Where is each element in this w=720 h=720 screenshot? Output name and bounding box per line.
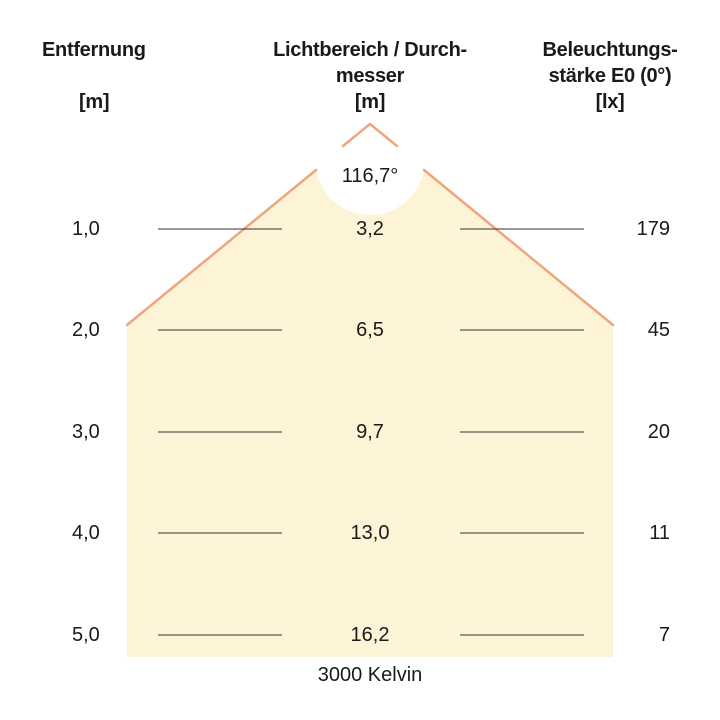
lux-value-2: 45 (647, 319, 670, 341)
cone-edge-top-right (368, 122, 399, 148)
diameter-value-1: 3,2 (356, 218, 384, 240)
distance-header-title: Entfernung (42, 39, 146, 61)
lux-value-3: 20 (647, 421, 670, 443)
illuminance-header-unit: [lx] (595, 91, 625, 113)
distance-value-3: 3,0 (72, 421, 100, 443)
cone-edge-left (125, 168, 318, 327)
distance-rules (158, 228, 584, 636)
diameter-value-2: 6,5 (356, 319, 384, 341)
lux-value-5: 7 (658, 624, 670, 646)
angle-label-background (315, 105, 425, 215)
diameter-header-title-line2: messer (335, 65, 405, 87)
diameter-value-3: 9,7 (356, 421, 384, 443)
illuminance-header-title-line2: stärke E0 (0°) (548, 65, 672, 87)
distance-value-2: 2,0 (72, 319, 100, 341)
distance-value-1: 1,0 (72, 218, 100, 240)
lux-value-1: 179 (636, 218, 670, 240)
distance-header: Entfernung [m] (42, 37, 146, 115)
distance-value-5: 5,0 (72, 624, 100, 646)
distance-value-4: 4,0 (72, 522, 100, 544)
distance-header-unit: [m] (79, 91, 110, 113)
diameter-header-unit: [m] (354, 91, 386, 113)
cone-fill (127, 125, 613, 657)
beam-angle-label: 116,7° (341, 165, 399, 187)
diameter-header: Lichtbereich / Durch- messer [m] (250, 37, 490, 115)
diameter-header-title-line1: Lichtbereich / Durch- (273, 39, 467, 61)
cone-edge-right (422, 168, 615, 327)
illuminance-header-title-line1: Beleuchtungs- (542, 39, 678, 61)
illuminance-header: Beleuchtungs- stärke E0 (0°) [lx] (520, 37, 700, 115)
cone-edge-top-left (341, 122, 372, 148)
lux-value-4: 11 (649, 522, 670, 544)
diameter-value-4: 13,0 (350, 522, 390, 544)
diameter-value-5: 16,2 (350, 624, 390, 646)
color-temperature-footer: 3000 Kelvin (317, 664, 423, 686)
